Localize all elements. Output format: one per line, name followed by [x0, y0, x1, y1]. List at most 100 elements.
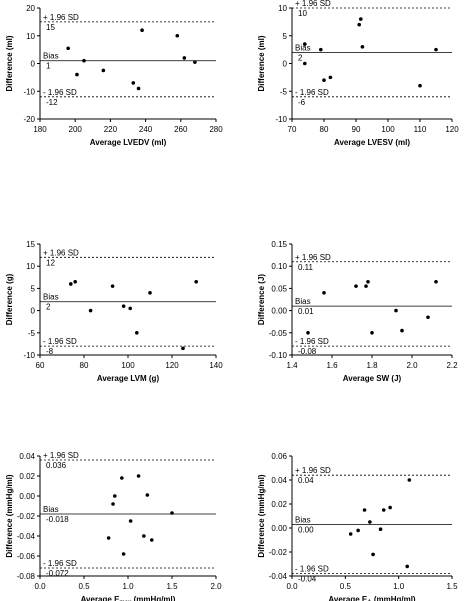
data-point: [170, 511, 174, 515]
data-point: [426, 315, 430, 320]
y-tick-label: -0.04: [17, 532, 36, 541]
y-tick-label: 0.02: [19, 472, 35, 481]
y-tick-label: 10: [278, 4, 287, 13]
y-tick-label: 0.00: [271, 307, 287, 316]
x-tick-label: 110: [414, 125, 427, 134]
y-tick-label: 10: [26, 32, 35, 41]
data-point: [136, 474, 141, 478]
y-tick-label: -0.08: [17, 572, 36, 581]
data-point: [175, 33, 180, 38]
lower-limit-value: -0.08: [298, 347, 317, 356]
data-point: [407, 478, 412, 482]
data-point: [120, 476, 124, 480]
y-tick-label: -0.02: [17, 512, 36, 521]
panel-3: -10 -5 0 5 10 15 60 80 100 120 140 Difference (g) Av…: [5, 240, 223, 383]
upper-limit-value: 15: [46, 23, 55, 32]
bias-label: Bias: [43, 52, 59, 61]
y-axis-title: Difference (mmHg/ml): [5, 474, 14, 557]
x-axis-title-units: (mmHg/ml): [131, 595, 175, 601]
upper-limit-value: 10: [298, 9, 307, 18]
x-axis-title-main: Average E: [328, 595, 368, 601]
lower-limit-label: - 1.96 SD: [295, 88, 329, 97]
x-tick-label: 90: [352, 125, 361, 134]
y-tick-label: 0: [31, 60, 36, 69]
x-tick-label: 1.0: [122, 582, 134, 591]
x-tick-label: 2.2: [446, 361, 458, 370]
data-point: [322, 78, 326, 82]
upper-limit-label: + 1.96 SD: [43, 13, 79, 22]
y-tick-label: -5: [280, 87, 288, 96]
x-tick-label: 220: [104, 125, 118, 134]
data-point: [111, 502, 115, 506]
y-axis-title: Difference (ml): [257, 35, 266, 91]
data-point: [359, 17, 363, 21]
data-point: [82, 58, 86, 63]
data-point: [357, 22, 362, 27]
x-tick-label: 100: [121, 361, 135, 370]
x-axis-title-main: Average E: [81, 595, 121, 601]
bias-value: 2: [46, 303, 51, 312]
upper-limit-label: + 1.96 SD: [43, 451, 79, 460]
data-point: [121, 304, 126, 308]
bias-value: 0.01: [298, 307, 314, 316]
bias-label: Bias: [43, 293, 59, 302]
data-point: [113, 494, 117, 498]
x-tick-label: 1.0: [393, 582, 405, 591]
panel-4: -0.10 -0.05 0.00 0.05 0.10 0.15 1.4 1.6 1.8 2.0 2.…: [257, 240, 458, 383]
data-point: [322, 291, 326, 295]
data-point: [319, 47, 323, 52]
y-tick-label: 15: [26, 240, 35, 249]
lower-limit-value: -0.072: [46, 569, 69, 578]
data-point: [370, 331, 374, 335]
y-tick-label: 0.06: [271, 452, 287, 461]
x-tick-label: 60: [36, 361, 45, 370]
data-point: [434, 279, 438, 284]
data-point: [394, 308, 398, 313]
y-tick-label: 0.10: [271, 262, 287, 271]
y-axis-title: Difference (J): [257, 274, 266, 325]
x-tick-label: 0.0: [286, 582, 298, 591]
upper-limit-value: 12: [46, 258, 55, 267]
data-point: [182, 56, 187, 60]
x-tick-label: 1.8: [366, 361, 378, 370]
x-tick-label: 120: [445, 125, 459, 134]
data-point: [356, 528, 360, 533]
panel-2: -10 -5 0 5 10 70 80 90 100 110 120 Difference (ml) A…: [257, 0, 459, 147]
panel-1: -20 -10 0 10 20 180 200 220 240 260 280 Difference …: [5, 4, 223, 147]
bias-value: -0.018: [46, 515, 69, 524]
data-point: [135, 331, 139, 335]
data-point: [131, 81, 136, 85]
x-tick-label: 1.6: [326, 361, 338, 370]
x-tick-label: 240: [139, 125, 153, 134]
data-point: [110, 284, 115, 288]
x-axis-title: Average LVEDV (ml): [90, 138, 167, 147]
lower-limit-label: - 1.96 SD: [295, 337, 329, 346]
data-point: [364, 284, 368, 288]
bias-label: Bias: [295, 43, 311, 52]
x-tick-label: 140: [209, 361, 223, 370]
x-axis-title: Average SW (J): [343, 374, 402, 383]
x-tick-label: 1.5: [166, 582, 178, 591]
data-point: [69, 282, 73, 286]
data-point: [75, 72, 79, 77]
data-point: [136, 86, 141, 91]
x-axis-title-units: (mmHg/ml): [372, 595, 416, 601]
data-point: [193, 60, 197, 64]
upper-limit-value: 0.036: [46, 461, 67, 470]
data-point: [128, 306, 132, 311]
x-tick-label: 280: [209, 125, 223, 134]
y-tick-label: -0.02: [269, 548, 288, 557]
data-point: [360, 45, 365, 49]
lower-limit-value: -12: [46, 98, 58, 107]
y-tick-label: -0.10: [269, 351, 288, 360]
data-point: [121, 552, 126, 556]
y-tick-label: 0.04: [271, 476, 287, 485]
data-point: [128, 519, 133, 523]
x-axis-title: Average Emax (mmHg/ml): [81, 595, 176, 601]
x-axis-title: Average EA (mmHg/ml): [328, 595, 416, 601]
y-tick-label: 0.15: [271, 240, 287, 249]
x-tick-label: 0.5: [340, 582, 352, 591]
y-tick-label: 0: [31, 307, 36, 316]
data-point: [418, 83, 422, 88]
